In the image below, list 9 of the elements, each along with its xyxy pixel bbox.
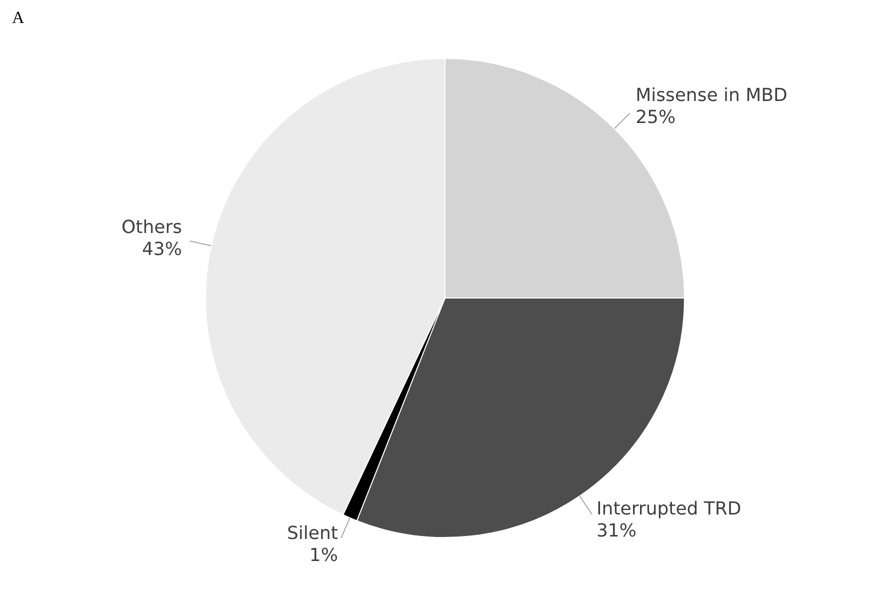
slice-label: Interrupted TRD xyxy=(596,498,742,520)
slice-label: Others xyxy=(121,216,182,238)
data-label: 25% xyxy=(636,107,676,128)
data-label: 1% xyxy=(309,545,338,566)
slice-label: Missense in MBD xyxy=(636,85,788,106)
slice-label: Silent xyxy=(287,523,338,544)
data-label: 43% xyxy=(142,238,182,260)
chart-title: A xyxy=(12,8,24,28)
data-label: 31% xyxy=(596,520,636,542)
